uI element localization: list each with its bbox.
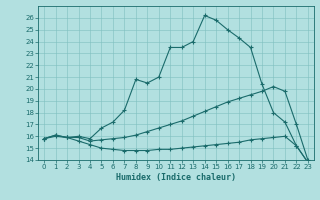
X-axis label: Humidex (Indice chaleur): Humidex (Indice chaleur) (116, 173, 236, 182)
